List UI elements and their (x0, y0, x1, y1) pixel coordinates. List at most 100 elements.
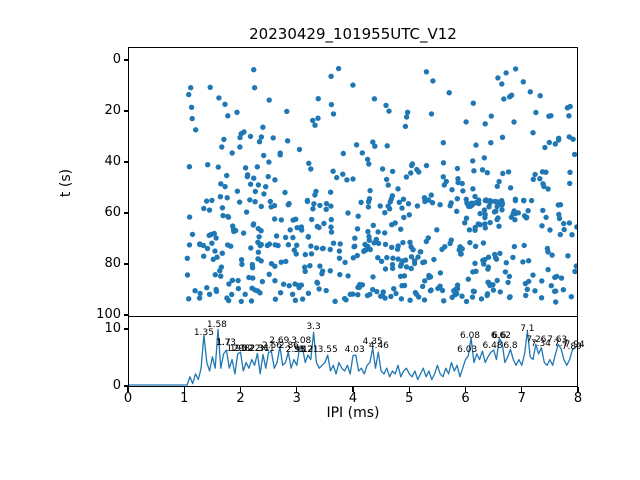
scatter-point (207, 84, 213, 90)
scatter-point (525, 208, 531, 214)
scatter-point (499, 207, 505, 213)
scatter-point (390, 255, 396, 261)
scatter-point (289, 291, 296, 297)
scatter-point (337, 241, 343, 247)
scatter-point (465, 203, 472, 209)
scatter-point (188, 104, 195, 110)
scatter-point (252, 188, 258, 195)
scatter-point (225, 113, 231, 119)
peak-annotation: 6.6 (492, 330, 507, 341)
scatter-point (314, 280, 321, 286)
scatter-point (530, 272, 536, 278)
scatter-point (312, 192, 318, 198)
scatter-point (546, 139, 552, 146)
scatter-point (240, 230, 247, 236)
scatter-point (435, 285, 441, 292)
scatter-point (405, 201, 412, 207)
scatter-point (251, 175, 257, 181)
scatter-point (459, 180, 465, 187)
scatter-point (411, 260, 418, 267)
scatter-point (462, 220, 468, 226)
scatter-point (383, 102, 389, 109)
peak-annotation: 7.1 (520, 323, 535, 334)
scatter-point (272, 177, 278, 183)
scatter-point (229, 277, 236, 283)
scatter-point (330, 168, 336, 174)
scatter-point (217, 268, 223, 274)
scatter-point (375, 229, 381, 235)
peak-annotation: 7.34 (530, 338, 551, 349)
peak-annotation: 7.89 (561, 341, 582, 352)
scatter-point (423, 69, 430, 75)
scatter-point (350, 255, 356, 261)
scatter-point (234, 109, 240, 115)
y-tick-label: 60 (104, 205, 121, 220)
scatter-point (222, 101, 228, 107)
scatter-point (391, 286, 397, 292)
scatter-point (263, 184, 269, 190)
scatter-point (572, 268, 577, 275)
scatter-point (323, 287, 329, 294)
scatter-point (340, 171, 346, 177)
scatter-point (539, 278, 545, 284)
scatter-point (386, 206, 393, 212)
scatter-point (482, 214, 488, 221)
scatter-point (406, 212, 412, 218)
scatter-point (473, 142, 479, 148)
scatter-point (403, 114, 410, 120)
scatter-point (490, 287, 497, 293)
scatter-point (423, 238, 429, 245)
scatter-point (382, 266, 389, 272)
scatter-point (520, 259, 526, 265)
scatter-point (407, 239, 413, 245)
scatter-point (564, 105, 571, 111)
scatter-point (401, 214, 407, 221)
scatter-point (455, 179, 461, 186)
scatter-point (215, 164, 221, 170)
scatter-point (244, 172, 251, 178)
scatter-point (430, 78, 436, 84)
scatter-point (408, 162, 415, 169)
scatter-point (421, 297, 428, 303)
scatter-point (389, 265, 396, 272)
tick-mark (239, 387, 242, 392)
scatter-point (527, 89, 533, 95)
scatter-point (328, 229, 335, 235)
scatter-point (494, 277, 500, 284)
scatter-point (543, 214, 549, 221)
scatter-point (379, 166, 386, 172)
scatter-point (280, 281, 287, 287)
scatter-point (231, 228, 237, 235)
x-tick-label: 4 (348, 391, 358, 406)
scatter-point (484, 291, 491, 297)
scatter-point (389, 222, 395, 228)
scatter-point (248, 245, 254, 251)
scatter-point (557, 231, 563, 238)
scatter-point (307, 263, 313, 269)
scatter-point (556, 211, 562, 218)
scatter-point (250, 275, 256, 281)
peak-annotation: 7.63 (547, 334, 568, 345)
scatter-point (305, 290, 312, 296)
scatter-point (256, 139, 263, 145)
scatter-point (401, 273, 408, 279)
tick-mark (123, 314, 128, 316)
scatter-points-canvas (184, 65, 577, 305)
scatter-point (530, 176, 536, 182)
scatter-point (532, 288, 538, 294)
peak-annotation: 1.95 (226, 343, 247, 354)
scatter-point (389, 193, 396, 199)
scatter-point (217, 194, 224, 200)
scatter-point (265, 173, 271, 180)
scatter-point (205, 162, 211, 168)
scatter-point (512, 66, 519, 72)
y-tick-label: 20 (104, 103, 121, 118)
peak-annotation: 4.46 (368, 341, 389, 352)
scatter-point (328, 73, 334, 79)
peak-annotation: 1.73 (215, 337, 236, 348)
scatter-point (302, 268, 308, 275)
scatter-point (197, 290, 203, 297)
peak-annotation: 4.03 (344, 344, 365, 355)
scatter-point (408, 265, 414, 272)
